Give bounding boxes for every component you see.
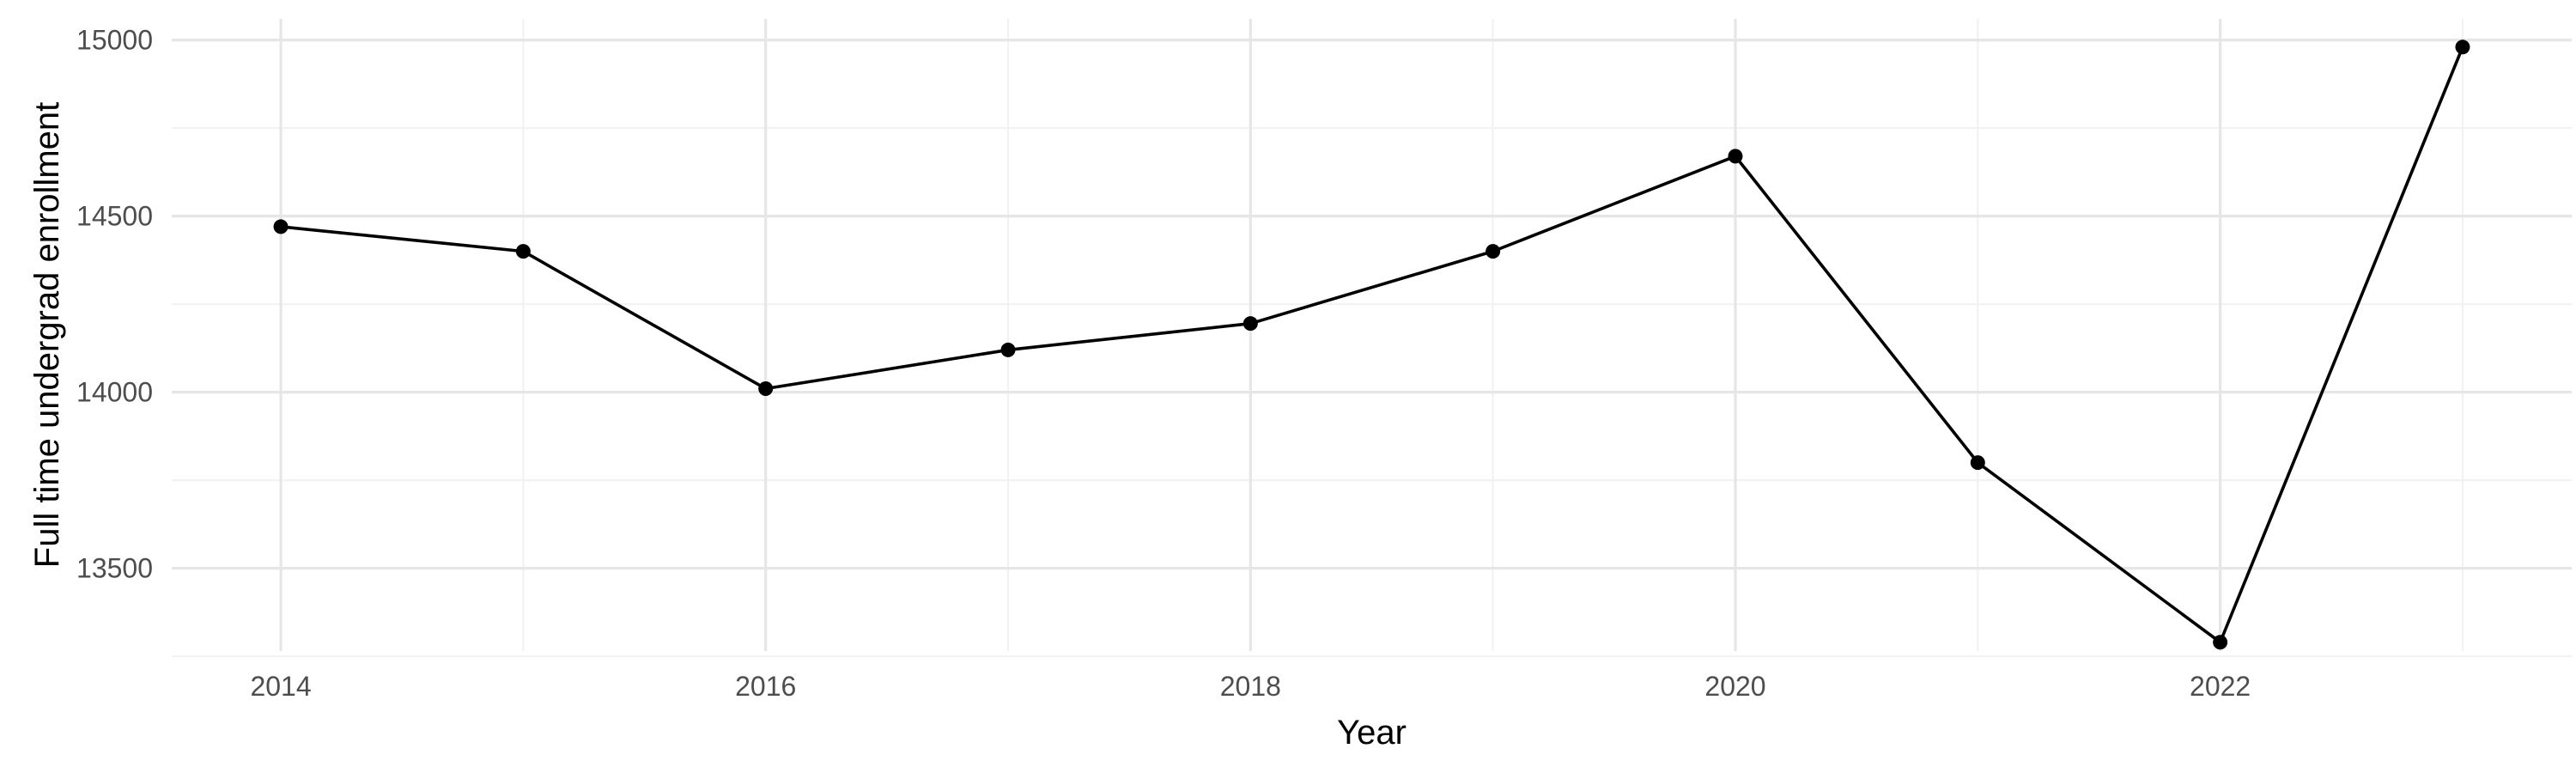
x-tick-label: 2018 bbox=[1220, 671, 1281, 702]
major-gridlines bbox=[172, 19, 2572, 651]
x-tick-label: 2020 bbox=[1704, 671, 1765, 702]
x-axis-ticks: 2014 2016 2018 2020 2022 bbox=[250, 671, 2251, 702]
x-axis-title: Year bbox=[1337, 714, 1406, 752]
minor-gridlines bbox=[172, 19, 2572, 658]
x-tick-label: 2016 bbox=[735, 671, 796, 702]
data-point bbox=[1242, 316, 1258, 332]
y-tick-label: 13500 bbox=[76, 553, 153, 584]
series-line bbox=[280, 46, 2464, 644]
data-point bbox=[1970, 455, 1985, 471]
series-layer bbox=[273, 40, 2470, 650]
data-point bbox=[273, 219, 289, 234]
x-tick-label: 2014 bbox=[250, 671, 311, 702]
data-point bbox=[515, 244, 531, 259]
y-axis-title: Full time undergrad enrollment bbox=[28, 102, 66, 568]
data-point bbox=[1485, 244, 1501, 259]
data-point bbox=[1728, 149, 1743, 164]
x-tick-label: 2022 bbox=[2190, 671, 2251, 702]
data-point bbox=[758, 381, 774, 397]
data-point bbox=[2213, 635, 2228, 650]
y-tick-label: 14000 bbox=[76, 377, 153, 408]
data-point bbox=[2455, 40, 2470, 55]
y-tick-label: 15000 bbox=[76, 25, 153, 56]
y-tick-label: 14500 bbox=[76, 201, 153, 232]
data-point bbox=[1000, 342, 1016, 357]
y-axis-ticks: 13500 14000 14500 15000 bbox=[76, 25, 153, 584]
